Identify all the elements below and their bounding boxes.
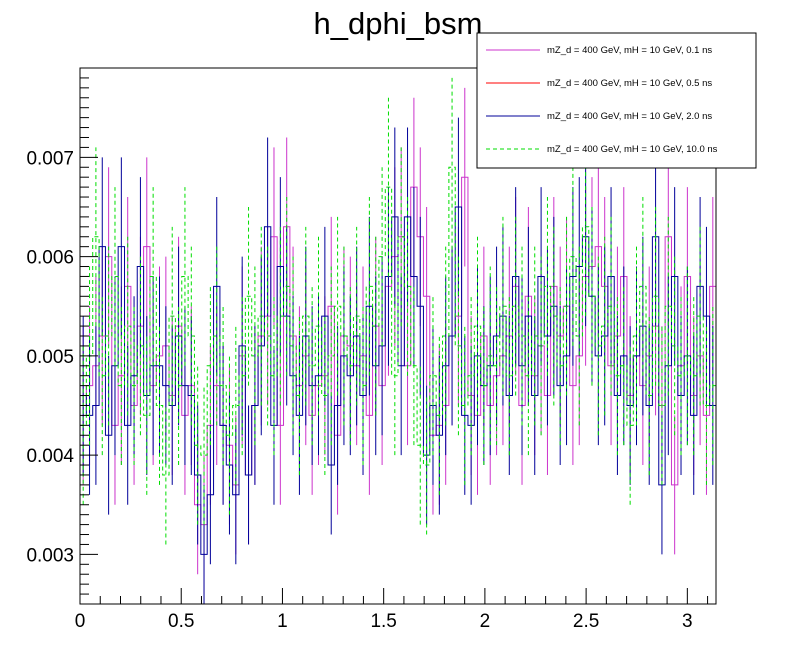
legend-entry-0: mZ_d = 400 GeV, mH = 10 GeV, 0.1 ns xyxy=(486,45,712,56)
x-tick-label: 3 xyxy=(682,611,693,632)
legend-label: mZ_d = 400 GeV, mH = 10 GeV, 0.5 ns xyxy=(547,78,712,89)
x-tick-label: 0.5 xyxy=(168,611,194,632)
legend-entry-2: mZ_d = 400 GeV, mH = 10 GeV, 2.0 ns xyxy=(486,111,712,122)
x-tick-label: 1 xyxy=(277,611,288,632)
chart-title: h_dphi_bsm xyxy=(314,6,483,41)
x-tick-label: 0 xyxy=(75,611,86,632)
y-tick-label: 0.004 xyxy=(26,446,74,467)
y-tick-label: 0.005 xyxy=(26,347,74,368)
legend-label: mZ_d = 400 GeV, mH = 10 GeV, 10.0 ns xyxy=(547,144,718,155)
legend: mZ_d = 400 GeV, mH = 10 GeV, 0.1 ns mZ_d … xyxy=(476,32,757,169)
legend-entry-3: mZ_d = 400 GeV, mH = 10 GeV, 10.0 ns xyxy=(486,144,718,155)
y-tick-label: 0.006 xyxy=(26,248,74,269)
legend-box xyxy=(476,32,757,169)
legend-entry-1: mZ_d = 400 GeV, mH = 10 GeV, 0.5 ns xyxy=(486,78,712,89)
x-tick-label: 1.5 xyxy=(370,611,396,632)
x-tick-label: 2.5 xyxy=(573,611,599,632)
series-3-step-line xyxy=(80,166,716,476)
y-tick-label: 0.007 xyxy=(26,148,74,169)
axis-layer: 0 0.5 1 1.5 2 2.5 3 0.003 0.004 0.005 0.006 0.007 xyxy=(26,67,709,632)
legend-label: mZ_d = 400 GeV, mH = 10 GeV, 2.0 ns xyxy=(547,111,712,122)
y-tick-label: 0.003 xyxy=(26,545,74,566)
x-tick-label: 2 xyxy=(480,611,491,632)
series-layer xyxy=(80,77,716,604)
legend-entries: mZ_d = 400 GeV, mH = 10 GeV, 0.1 ns mZ_d … xyxy=(486,45,718,155)
legend-label: mZ_d = 400 GeV, mH = 10 GeV, 0.1 ns xyxy=(547,45,712,56)
